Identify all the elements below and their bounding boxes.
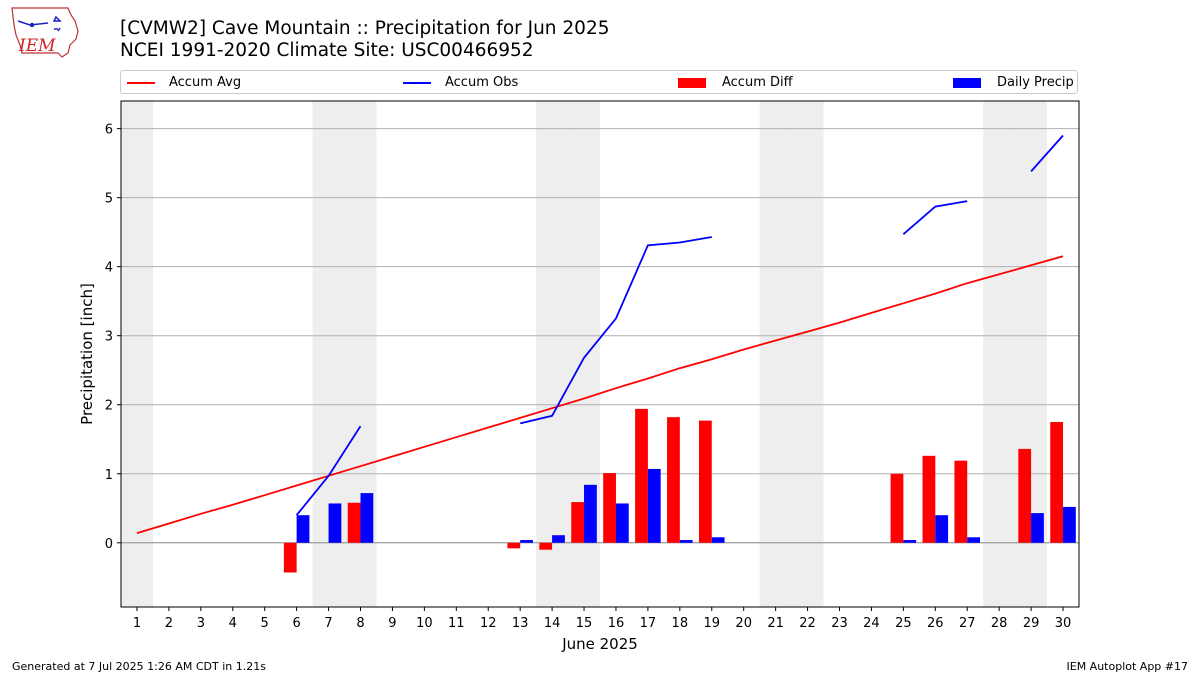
bar-daily-precip-day-15	[584, 484, 597, 543]
bar-accum-diff-day-15	[571, 502, 585, 543]
y-tick-label-2: 2	[105, 399, 113, 414]
bar-accum-diff-day-29	[1018, 448, 1032, 543]
series-lines	[136, 134, 1064, 534]
bar-daily-precip-day-6	[296, 515, 310, 543]
chart-subtitle: NCEI 1991-2020 Climate Site: USC00466952	[120, 40, 534, 61]
x-tick-label-21: 21	[767, 616, 784, 631]
bar-daily-precip-day-17	[647, 468, 661, 543]
y-tick-label-1: 1	[105, 468, 113, 483]
x-tick-label-6: 6	[292, 616, 300, 631]
bar-accum-diff-day-26	[922, 455, 936, 543]
bar-daily-precip-day-13	[520, 540, 533, 543]
line-accum-obs-segment-0	[295, 425, 362, 516]
bar-accum-diff-day-8	[347, 502, 361, 543]
footer-generated: Generated at 7 Jul 2025 1:26 AM CDT in 1…	[12, 660, 266, 673]
bar-daily-precip-day-26	[935, 515, 949, 543]
line-accum-obs-segment-2	[902, 200, 968, 235]
weekend-band-22	[791, 101, 824, 607]
bar-accum-diff-day-30	[1050, 421, 1064, 543]
bar-daily-precip-day-14	[552, 535, 565, 543]
bar-daily-precip-day-7	[328, 503, 342, 543]
bar-daily-precip-day-27	[967, 537, 981, 543]
x-axis-ticks: 1 2 3 4 5 6 7 8 9 10 11 12 13 14 15 16 17 18 19 20 21 22 23 24 2…	[133, 607, 1071, 631]
weekend-band-14	[536, 101, 569, 607]
y-tick-label-3: 3	[105, 330, 113, 345]
footer-app: IEM Autoplot App #17	[1066, 660, 1189, 673]
x-tick-label-25: 25	[895, 616, 912, 631]
x-axis-label: June 2025	[561, 635, 638, 653]
bar-accum-diff-day-13	[507, 542, 521, 549]
legend-label-daily-precip: Daily Precip	[997, 75, 1074, 90]
bar-accum-diff-day-16	[603, 473, 616, 543]
line-accum-obs-segment-3	[1030, 134, 1064, 172]
weekend-band-21	[759, 101, 792, 607]
x-tick-label-19: 19	[703, 616, 720, 631]
logo-text: IEM	[18, 36, 56, 56]
bar-accum-diff-day-17	[635, 408, 648, 543]
x-tick-label-16: 16	[608, 616, 625, 631]
x-tick-label-23: 23	[831, 616, 848, 631]
legend-label-accum-obs: Accum Obs	[445, 75, 519, 90]
y-tick-label-4: 4	[105, 261, 113, 276]
x-tick-label-4: 4	[229, 616, 237, 631]
x-tick-label-28: 28	[991, 616, 1008, 631]
line-accum-avg-segment-0	[136, 255, 1064, 534]
x-tick-label-8: 8	[356, 616, 364, 631]
x-tick-label-7: 7	[324, 616, 332, 631]
bar-accum-diff-day-27	[954, 460, 968, 543]
x-tick-label-10: 10	[416, 616, 433, 631]
x-tick-label-14: 14	[544, 616, 561, 631]
bar-daily-precip-day-30	[1063, 506, 1076, 543]
y-tick-label-6: 6	[105, 123, 113, 138]
y-tick-label-5: 5	[105, 192, 113, 207]
x-tick-label-27: 27	[959, 616, 976, 631]
x-tick-label-2: 2	[165, 616, 173, 631]
bar-accum-diff-day-6	[283, 542, 297, 573]
line-accum-obs-segment-1	[519, 236, 712, 425]
bar-daily-precip-day-25	[903, 540, 917, 543]
bar-daily-precip-day-16	[615, 503, 629, 543]
bar-daily-precip-day-8	[360, 493, 374, 543]
bar-accum-diff-day-18	[667, 417, 680, 543]
bar-daily-precip-day-19	[711, 537, 725, 543]
legend-label-accum-avg: Accum Avg	[169, 75, 242, 90]
bar-accum-diff-day-14	[539, 542, 553, 550]
x-tick-label-24: 24	[863, 616, 880, 631]
y-axis-label: Precipitation [inch]	[78, 283, 96, 425]
bar-daily-precip-day-18	[679, 540, 693, 543]
x-tick-label-26: 26	[927, 616, 944, 631]
x-tick-label-11: 11	[448, 616, 465, 631]
bar-accum-diff-day-19	[698, 420, 712, 543]
bar-accum-diff-day-25	[890, 473, 904, 543]
weekend-band-1	[121, 101, 153, 607]
bar-daily-precip-day-29	[1031, 513, 1044, 543]
legend-swatch-accum-obs	[403, 82, 431, 84]
x-tick-label-3: 3	[197, 616, 205, 631]
y-axis-ticks: 0 1 2 3 4 5 6	[105, 123, 121, 552]
legend-swatch-daily-precip	[953, 78, 981, 88]
x-tick-label-5: 5	[261, 616, 269, 631]
iem-logo: IEM	[8, 5, 82, 63]
x-tick-label-1: 1	[133, 616, 141, 631]
chart-legend: Accum Avg Accum Obs Accum Diff Daily Pre…	[120, 70, 1078, 94]
y-tick-label-0: 0	[105, 537, 113, 552]
x-tick-label-29: 29	[1023, 616, 1040, 631]
legend-swatch-accum-diff	[678, 78, 706, 88]
x-tick-label-9: 9	[388, 616, 396, 631]
plot-frame	[120, 100, 1080, 608]
legend-label-accum-diff: Accum Diff	[722, 75, 793, 90]
x-tick-label-22: 22	[799, 616, 816, 631]
bars	[283, 408, 1076, 573]
x-tick-label-30: 30	[1055, 616, 1072, 631]
x-tick-label-20: 20	[735, 616, 752, 631]
x-tick-label-13: 13	[512, 616, 529, 631]
x-tick-label-18: 18	[672, 616, 689, 631]
legend-swatch-accum-avg	[127, 82, 155, 84]
chart-title: [CVMW2] Cave Mountain :: Precipitation f…	[120, 18, 610, 39]
weekend-band-28	[983, 101, 1016, 607]
x-tick-label-12: 12	[480, 616, 497, 631]
x-tick-label-15: 15	[576, 616, 593, 631]
x-tick-label-17: 17	[640, 616, 657, 631]
